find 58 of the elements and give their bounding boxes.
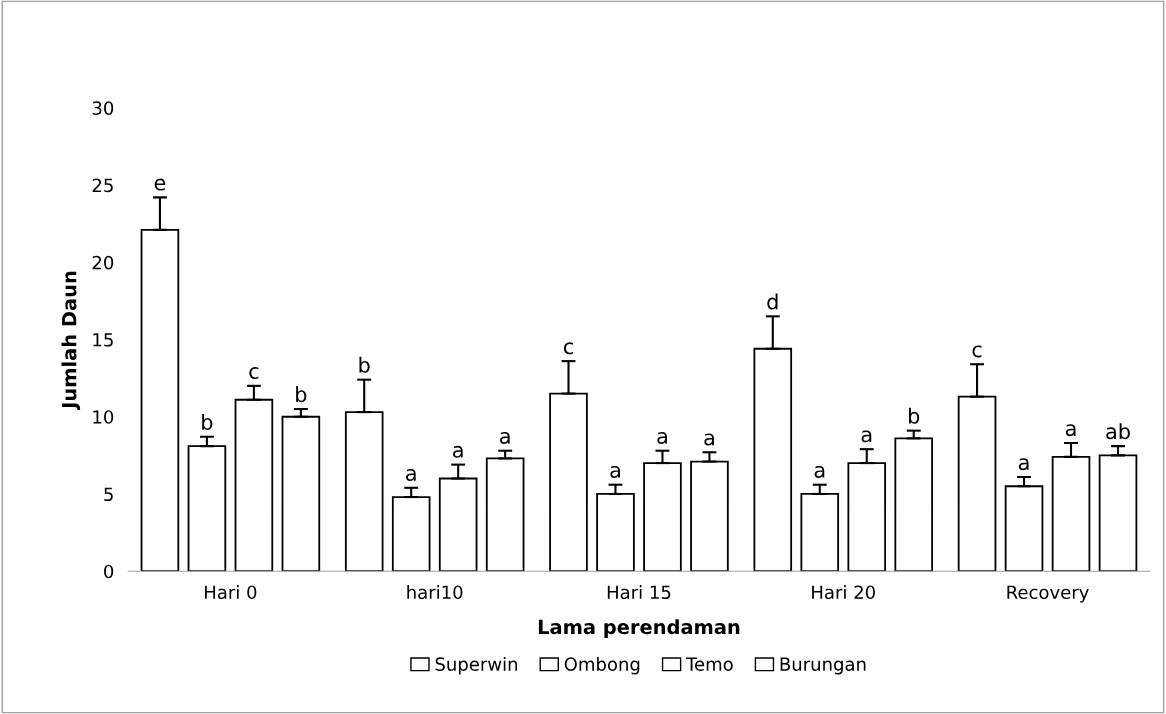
x-tick-label: hari10 bbox=[407, 585, 463, 600]
bar bbox=[344, 411, 384, 572]
x-tick-label: Recovery bbox=[1007, 585, 1089, 603]
legend-label: Superwin bbox=[435, 656, 518, 675]
bar bbox=[847, 462, 887, 572]
y-tick-label: 20 bbox=[92, 255, 114, 270]
data-label: c bbox=[249, 367, 259, 380]
data-label: c bbox=[972, 345, 982, 358]
bar bbox=[800, 493, 840, 572]
data-label: b bbox=[296, 386, 307, 403]
y-tick-label: 30 bbox=[92, 101, 114, 115]
data-label: b bbox=[202, 413, 213, 430]
legend-label: Ombong bbox=[564, 656, 640, 675]
bar bbox=[234, 398, 274, 572]
bar bbox=[1051, 455, 1091, 572]
bar bbox=[187, 445, 227, 572]
data-label: d bbox=[767, 293, 778, 310]
legend-label: Burungan bbox=[780, 657, 866, 675]
bar bbox=[1004, 485, 1044, 572]
data-label: a bbox=[500, 431, 510, 444]
bar bbox=[549, 392, 588, 572]
bar bbox=[957, 395, 997, 572]
x-axis-title: Lama perendaman bbox=[538, 619, 740, 639]
y-tick-label: 5 bbox=[104, 487, 113, 502]
bar bbox=[643, 462, 682, 572]
data-label: ab bbox=[1106, 423, 1130, 440]
bar bbox=[596, 493, 635, 572]
data-label: b bbox=[909, 407, 920, 424]
x-tick-label: Hari 15 bbox=[607, 585, 671, 600]
bar bbox=[391, 496, 431, 572]
data-label: a bbox=[610, 465, 620, 478]
bar bbox=[690, 460, 729, 572]
bar bbox=[1098, 454, 1138, 572]
data-label: a bbox=[1065, 424, 1076, 437]
y-tick-label: 25 bbox=[92, 178, 113, 193]
data-label: a bbox=[657, 431, 667, 444]
x-tick-label: Hari 0 bbox=[205, 585, 257, 600]
data-label: a bbox=[861, 430, 872, 443]
bar bbox=[140, 228, 180, 572]
legend-label: Temo bbox=[685, 657, 733, 671]
data-label: a bbox=[704, 433, 714, 446]
y-axis-title: Jumlah Daun bbox=[61, 271, 81, 410]
bar bbox=[894, 437, 934, 572]
data-label: a bbox=[406, 469, 416, 481]
data-label: a bbox=[814, 465, 825, 478]
y-tick-label: 15 bbox=[93, 333, 113, 347]
bar bbox=[281, 415, 321, 572]
data-label: a bbox=[1018, 458, 1029, 471]
y-tick-label: 0 bbox=[104, 564, 114, 579]
x-tick-label: Hari 20 bbox=[812, 585, 875, 600]
bar bbox=[438, 477, 478, 572]
data-label: c bbox=[563, 342, 573, 355]
y-tick-label: 10 bbox=[93, 410, 114, 424]
data-label: b bbox=[359, 356, 370, 373]
data-label: e bbox=[154, 178, 166, 191]
data-label: a bbox=[453, 445, 463, 458]
bar bbox=[753, 347, 793, 572]
bar bbox=[485, 457, 525, 572]
